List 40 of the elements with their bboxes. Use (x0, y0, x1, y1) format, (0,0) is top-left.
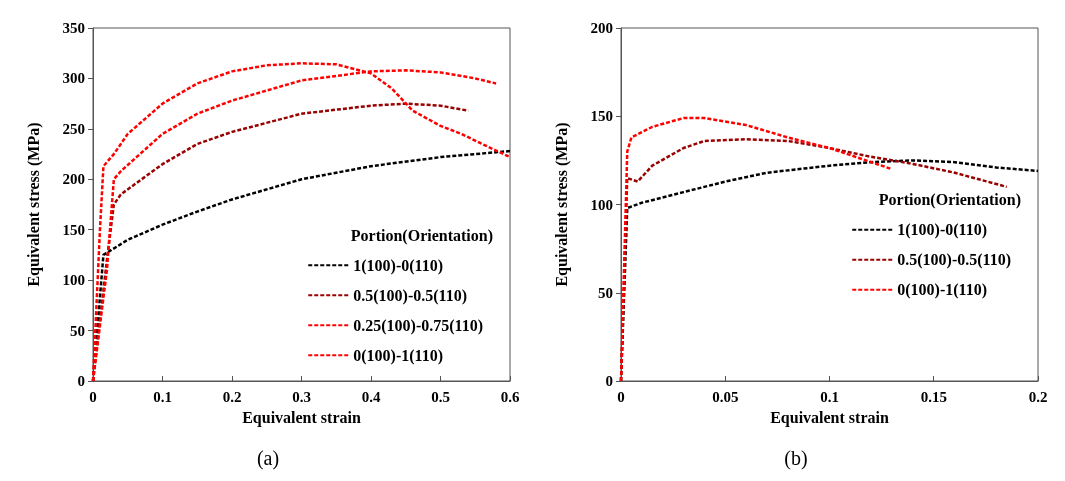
y-tick-label: 350 (62, 20, 85, 36)
x-tick-label: 0.4 (361, 388, 381, 405)
x-tick-label: 0.15 (920, 388, 947, 405)
x-tick-label: 0 (89, 388, 97, 405)
legend-label: 0(100)-1(110) (897, 281, 988, 300)
x-tick-label: 0 (617, 388, 625, 405)
y-tick-label: 0 (605, 373, 613, 389)
y-tick-label: 250 (62, 120, 85, 137)
legend-label: 1(100)-0(110) (897, 221, 988, 240)
y-tick-label: 100 (590, 196, 613, 213)
x-axis-title: Equivalent strain (770, 408, 889, 427)
y-axis-title: Equivalent stress (MPa) (24, 122, 43, 287)
text: (b) (784, 447, 808, 470)
legend-label: 0.25(100)-0.75(110) (353, 316, 484, 335)
legend-title: Portion(Orientation) (350, 226, 494, 245)
x-tick-label: 0.3 (292, 388, 311, 405)
y-tick-label: 200 (590, 20, 613, 36)
legend-title: Portion(Orientation) (878, 191, 1022, 210)
text: (a) (256, 447, 280, 470)
x-tick-label: 0.2 (1028, 388, 1048, 405)
y-tick-label: 50 (598, 284, 613, 301)
x-tick-label: 0.05 (712, 388, 739, 405)
y-tick-label: 150 (62, 221, 85, 238)
x-tick-label: 0.5 (431, 388, 450, 405)
legend-label: 1(100)-0(110) (353, 256, 444, 275)
x-tick-label: 0.6 (500, 388, 520, 405)
y-tick-label: 200 (62, 171, 85, 188)
legend-label: 0(100)-1(110) (353, 346, 444, 365)
legend-label: 0.5(100)-0.5(110) (353, 286, 468, 305)
legend-label: 0.5(100)-0.5(110) (897, 251, 1012, 270)
x-tick-label: 0.1 (820, 388, 839, 405)
y-tick-label: 100 (62, 272, 85, 289)
y-tick-label: 0 (77, 373, 85, 389)
y-tick-label: 150 (590, 108, 613, 125)
x-tick-label: 0.2 (222, 388, 242, 405)
y-tick-label: 50 (70, 322, 85, 339)
x-axis-title: Equivalent strain (242, 408, 361, 427)
x-tick-label: 0.1 (153, 388, 172, 405)
y-axis-title: Equivalent stress (MPa) (552, 122, 571, 287)
y-tick-label: 300 (62, 70, 85, 87)
